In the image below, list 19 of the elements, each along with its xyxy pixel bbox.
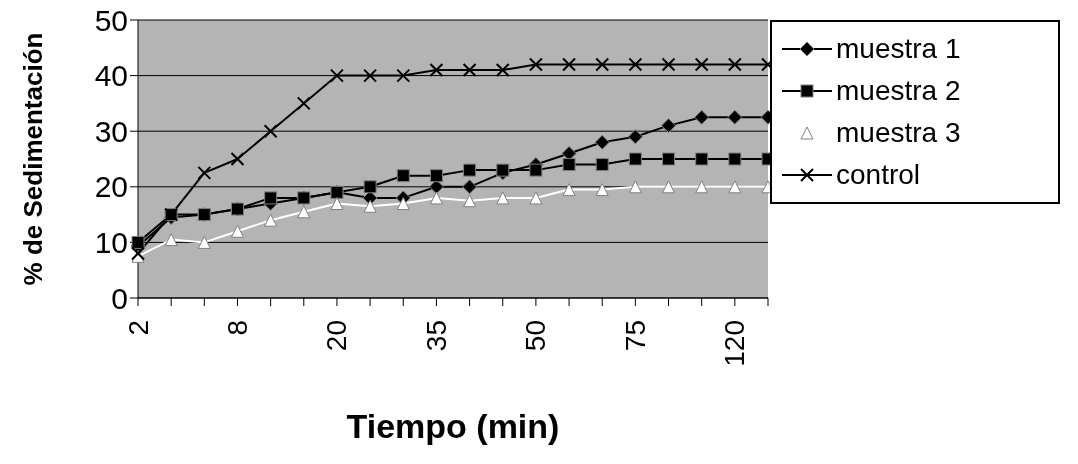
legend-label: muestra 1 [836,33,961,65]
y-axis-title: % de Sedimentación [18,32,49,286]
legend-label: muestra 2 [836,75,961,107]
legend-label: control [836,159,921,191]
y-tick-label: 40 [94,59,128,93]
y-tick-label: 20 [94,170,128,204]
x-axis-title: Tiempo (min) [346,407,560,445]
y-tick-label: 50 [94,3,128,37]
y-tick-label: 30 [94,114,128,148]
x-tick-label: 8 [221,320,253,336]
x-tick-label: 2 [122,320,154,336]
y-tick-label: 10 [94,226,128,260]
x-tick-label: 35 [420,320,452,352]
x-tick-label: 120 [719,320,751,367]
x-tick-label: 20 [321,320,353,352]
x-tick-label: 75 [619,320,651,352]
legend-label: muestra 3 [836,117,961,149]
y-tick-label: 0 [111,281,128,315]
x-tick-label: 50 [520,320,552,352]
